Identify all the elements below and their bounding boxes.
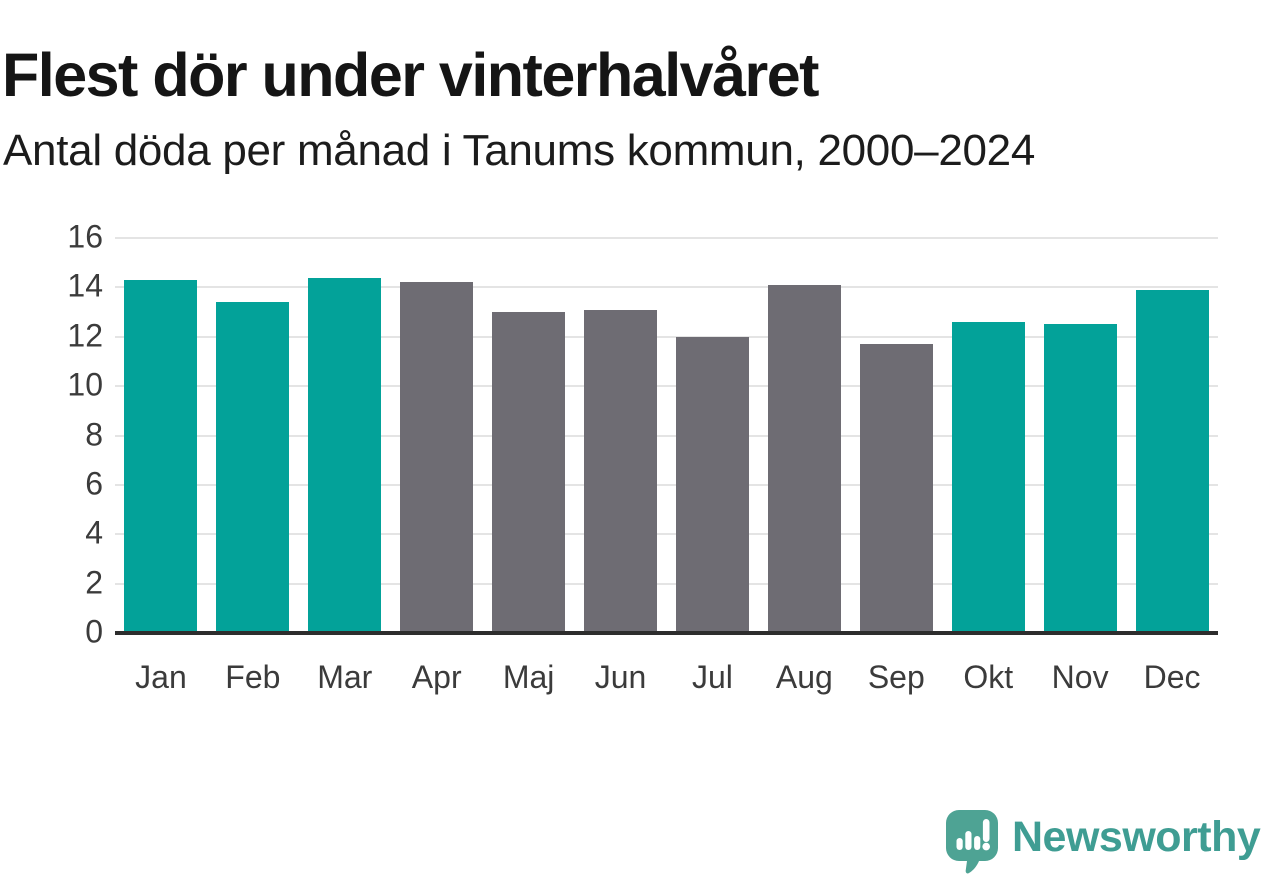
y-axis-tick-label: 4: [85, 514, 103, 551]
gridline-y6: [115, 483, 1218, 486]
y-axis-tick-label: 2: [85, 564, 103, 601]
x-axis-label-aug: Aug: [775, 659, 833, 695]
x-axis-label-maj: Maj: [502, 659, 555, 695]
newsworthy-logo: Newsworthy: [946, 810, 1261, 874]
newsworthy-logo-text: Newsworthy: [1012, 812, 1261, 861]
y-axis-tick-label: 6: [85, 465, 103, 502]
newsworthy-speech-bubble-bar-chart-icon: [946, 810, 998, 874]
x-axis-label-apr: Apr: [411, 659, 462, 695]
bar-apr: [400, 282, 474, 633]
bar-dec: [1135, 289, 1209, 633]
x-axis-label-jun: Jun: [594, 659, 647, 695]
bar-feb: [216, 302, 290, 633]
x-axis-label-feb: Feb: [225, 659, 281, 695]
y-axis-tick-label: 14: [67, 268, 103, 305]
x-axis-label-okt: Okt: [963, 659, 1014, 695]
y-axis-tick-label: 8: [85, 416, 103, 453]
y-axis-tick-label: 12: [67, 317, 103, 354]
gridline-y12: [115, 335, 1218, 338]
bar-jan: [124, 279, 198, 633]
y-axis-tick-label: 16: [67, 218, 103, 255]
x-axis-label-dec: Dec: [1143, 659, 1201, 695]
x-axis-label-jan: Jan: [135, 659, 187, 695]
gridline-y10: [115, 385, 1218, 388]
chart-subtitle: Antal döda per månad i Tanums kommun, 20…: [3, 126, 1035, 175]
gridline-y14: [115, 286, 1218, 289]
bar-nov: [1043, 324, 1117, 633]
gridline-y8: [115, 434, 1218, 437]
gridline-y4: [115, 533, 1218, 536]
bar-sep: [859, 344, 933, 633]
bar-mar: [308, 277, 382, 633]
x-axis-label-jul: Jul: [692, 659, 733, 695]
bar-jul: [675, 336, 749, 633]
bar-okt: [951, 321, 1025, 633]
bar-jun: [584, 309, 658, 633]
chart-title: Flest dör under vinterhalvåret: [2, 40, 820, 109]
gridline-y2: [115, 582, 1218, 585]
bar-aug: [767, 284, 841, 633]
y-axis-tick-label: 10: [67, 366, 103, 403]
x-axis-label-mar: Mar: [317, 659, 373, 695]
x-axis-label-nov: Nov: [1051, 659, 1109, 695]
x-axis-label-sep: Sep: [867, 659, 925, 695]
gridline-y16: [115, 237, 1218, 239]
bar-maj: [492, 312, 566, 633]
y-axis-tick-label: 0: [85, 613, 103, 650]
x-axis-line: [115, 631, 1218, 635]
